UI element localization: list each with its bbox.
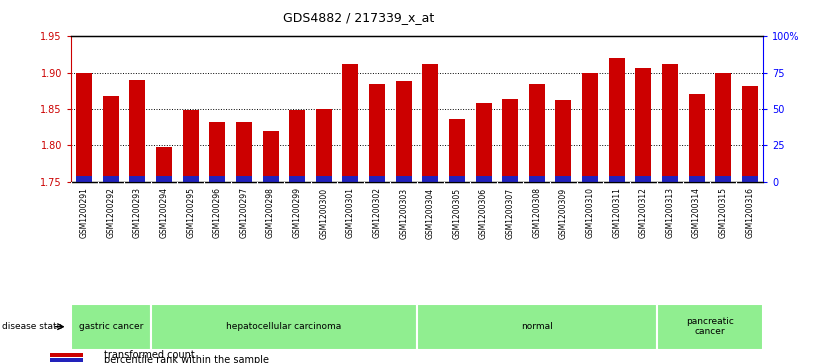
Bar [263, 131, 279, 182]
Bar [529, 176, 545, 182]
Text: GSM1200305: GSM1200305 [452, 188, 461, 238]
Text: GSM1200303: GSM1200303 [399, 188, 408, 238]
Bar [502, 99, 518, 182]
Text: GSM1200294: GSM1200294 [159, 188, 168, 238]
Text: GSM1200298: GSM1200298 [266, 188, 275, 238]
Bar [316, 176, 332, 182]
Text: GSM1200304: GSM1200304 [426, 188, 435, 238]
Bar [129, 176, 145, 182]
Bar [529, 84, 545, 182]
Bar [369, 176, 385, 182]
Bar [449, 176, 465, 182]
Bar [741, 176, 758, 182]
Bar [209, 176, 225, 182]
Bar [183, 110, 198, 182]
FancyBboxPatch shape [656, 304, 763, 350]
Bar [662, 176, 678, 182]
Bar [689, 94, 705, 182]
Bar [609, 58, 625, 182]
FancyBboxPatch shape [151, 304, 417, 350]
Text: GSM1200297: GSM1200297 [239, 188, 249, 238]
Bar [76, 176, 93, 182]
Bar [129, 80, 145, 182]
Bar [316, 109, 332, 182]
Text: hepatocellular carcinoma: hepatocellular carcinoma [226, 322, 341, 331]
Text: normal: normal [521, 322, 553, 331]
Text: GSM1200301: GSM1200301 [346, 188, 355, 238]
Text: GSM1200306: GSM1200306 [479, 188, 488, 238]
Bar [689, 176, 705, 182]
Bar [475, 103, 491, 182]
Text: percentile rank within the sample: percentile rank within the sample [104, 355, 269, 363]
Bar [395, 176, 412, 182]
Text: GSM1200311: GSM1200311 [612, 188, 621, 238]
Text: GSM1200295: GSM1200295 [186, 188, 195, 238]
Bar [263, 176, 279, 182]
Bar [609, 176, 625, 182]
Bar [636, 176, 651, 182]
Text: disease state: disease state [2, 322, 62, 331]
Text: GSM1200309: GSM1200309 [559, 188, 568, 238]
Bar [289, 176, 305, 182]
Bar [582, 176, 598, 182]
Bar [449, 119, 465, 182]
Bar [236, 122, 252, 182]
Bar [343, 64, 359, 182]
Bar [369, 84, 385, 182]
Bar [156, 176, 172, 182]
Text: GSM1200307: GSM1200307 [505, 188, 515, 238]
Bar [422, 176, 439, 182]
FancyBboxPatch shape [417, 304, 656, 350]
Bar [716, 73, 731, 182]
Text: GSM1200316: GSM1200316 [746, 188, 754, 238]
Bar [183, 176, 198, 182]
Text: GSM1200296: GSM1200296 [213, 188, 222, 238]
Bar [555, 100, 571, 182]
Bar [716, 176, 731, 182]
Bar [502, 176, 518, 182]
Text: transformed count: transformed count [104, 350, 195, 360]
Bar [662, 64, 678, 182]
Bar [156, 147, 172, 182]
FancyBboxPatch shape [71, 304, 151, 350]
Text: GSM1200292: GSM1200292 [106, 188, 115, 238]
Bar [475, 176, 491, 182]
Text: GSM1200314: GSM1200314 [692, 188, 701, 238]
Bar [50, 358, 83, 362]
Bar [209, 122, 225, 182]
Bar [103, 96, 118, 182]
Bar [582, 73, 598, 182]
Bar [422, 64, 439, 182]
Bar [395, 81, 412, 182]
Text: GSM1200310: GSM1200310 [585, 188, 595, 238]
Bar [103, 176, 118, 182]
Bar [236, 176, 252, 182]
Bar [50, 353, 83, 357]
Text: GSM1200315: GSM1200315 [719, 188, 728, 238]
Text: GSM1200299: GSM1200299 [293, 188, 302, 238]
Text: GSM1200313: GSM1200313 [666, 188, 675, 238]
Text: GDS4882 / 217339_x_at: GDS4882 / 217339_x_at [283, 11, 435, 24]
Text: GSM1200302: GSM1200302 [373, 188, 382, 238]
Bar [636, 68, 651, 182]
Bar [289, 110, 305, 182]
Text: pancreatic
cancer: pancreatic cancer [686, 317, 734, 337]
Bar [555, 176, 571, 182]
Text: GSM1200312: GSM1200312 [639, 188, 648, 238]
Bar [741, 86, 758, 182]
Text: GSM1200308: GSM1200308 [532, 188, 541, 238]
Text: GSM1200293: GSM1200293 [133, 188, 142, 238]
Text: GSM1200291: GSM1200291 [80, 188, 88, 238]
Bar [343, 176, 359, 182]
Text: GSM1200300: GSM1200300 [319, 188, 329, 238]
Text: gastric cancer: gastric cancer [78, 322, 143, 331]
Bar [76, 73, 93, 182]
